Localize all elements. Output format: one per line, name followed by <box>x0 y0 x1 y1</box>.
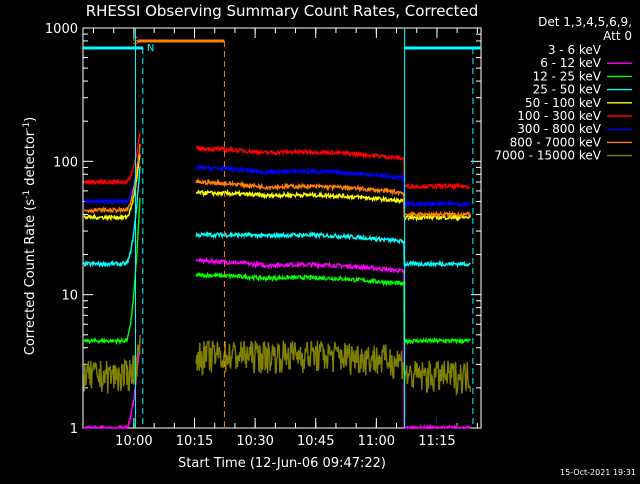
legend-label-7: 300 - 800 keV <box>517 122 601 136</box>
series-layer <box>83 132 471 431</box>
marker-layer: SN <box>83 28 481 428</box>
series-line-8 <box>84 143 471 219</box>
series-line-5 <box>83 154 471 223</box>
y-tick-label: 1 <box>70 422 78 437</box>
y-tick-label: 100 <box>53 155 78 170</box>
x-axis-label: Start Time (12-Jun-06 09:47:22) <box>178 456 386 471</box>
date-stamp: 15-Oct-2021 19:31 <box>560 468 636 477</box>
legend-label-9: 7000 - 15000 keV <box>494 149 601 163</box>
legend-label-6: 100 - 300 keV <box>517 109 601 123</box>
y-axis-label-main: Corrected Count Rate (s <box>23 199 38 356</box>
x-tick-label: 10:30 <box>236 434 273 449</box>
x-tick-label: 11:00 <box>358 434 395 449</box>
x-tick-label: 10:00 <box>115 434 152 449</box>
x-tick-label: 10:45 <box>297 434 334 449</box>
y-tick-label: 1000 <box>45 22 78 37</box>
plot-frame <box>82 27 482 429</box>
series-line-9 <box>83 334 471 397</box>
series-line-6 <box>83 132 471 191</box>
legend-title-attenuator: Att 0 <box>603 29 632 43</box>
y-axis-label-end: ) <box>23 117 38 122</box>
legend-label-8: 800 - 7000 keV <box>510 135 602 149</box>
series-line-7 <box>83 143 471 208</box>
series-line-4 <box>83 166 471 269</box>
night-label: N <box>147 43 154 54</box>
y-axis-label: Corrected Count Rate (s-1 detector-1) <box>22 117 38 355</box>
legend-label-2: 6 - 12 keV <box>540 56 602 70</box>
legend-label-3: 12 - 25 keV <box>533 69 602 83</box>
y-axis-label-mid: detector <box>23 130 38 190</box>
y-axis-label-sup1: -1 <box>22 190 32 199</box>
y-tick-label: 10 <box>61 289 78 304</box>
series-line-3 <box>83 197 471 346</box>
x-tick-label: 10:15 <box>176 434 213 449</box>
legend-title-detectors: Det 1,3,4,5,6,9, <box>538 15 632 29</box>
legend-label-5: 50 - 100 keV <box>525 96 602 110</box>
legend-label-1: 3 - 6 keV <box>548 43 602 57</box>
y-axis-label-sup2: -1 <box>22 122 32 131</box>
plot-frame-layer: 1 10 100 1000 10:00 10:15 10:30 10:45 11:00 11:15 <box>45 22 482 449</box>
legend-label-4: 25 - 50 keV <box>533 83 602 97</box>
chart-title: RHESSI Observing Summary Count Rates, Co… <box>86 2 479 20</box>
x-tick-label: 11:15 <box>418 434 455 449</box>
series-line-2 <box>83 256 471 430</box>
